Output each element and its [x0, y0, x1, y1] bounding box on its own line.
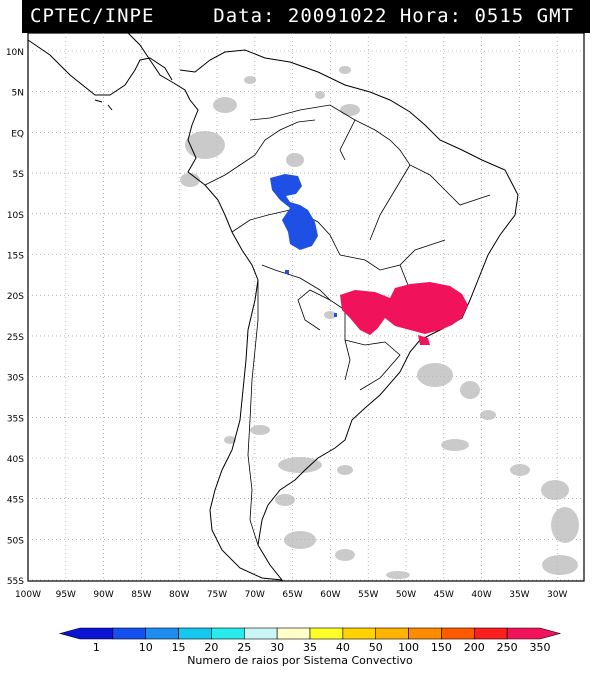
map-panel: 10N 5N EQ 5S 10S 15S 20S 25S 30S 35S 40S 45S 50S 55S …: [0, 32, 600, 603]
legend-swatch: [473, 627, 508, 640]
lat-tick-label: 25S: [7, 333, 24, 343]
legend-caption: Numero de raios por Sistema Convectivo: [187, 654, 413, 667]
lat-tick-label: 20S: [7, 292, 24, 302]
lat-tick-label: 30S: [7, 374, 24, 384]
legend-swatch: [506, 627, 562, 640]
legend-value-label: 10: [139, 641, 153, 654]
lon-tick-label: 75W: [207, 590, 227, 600]
legend-value-label: 150: [431, 641, 452, 654]
legend-swatch: [243, 627, 278, 640]
lon-tick-label: 35W: [509, 590, 529, 600]
lat-tick-label: EQ: [11, 129, 24, 139]
lat-tick-label: 35S: [7, 414, 24, 424]
lon-tick-label: 40W: [471, 590, 491, 600]
legend-swatch: [145, 627, 179, 640]
cloud-cover: [180, 66, 579, 579]
legend-swatch: [276, 627, 311, 640]
lon-tick-label: 70W: [245, 590, 265, 600]
legend-swatch: [408, 627, 442, 640]
legend-value-label: 20: [204, 641, 218, 654]
legend-swatch: [211, 627, 245, 640]
lat-tick-label: 15S: [7, 252, 24, 262]
lat-tick-label: 45S: [7, 496, 24, 506]
lon-tick-label: 90W: [93, 590, 113, 600]
lon-tick-label: 45W: [434, 590, 454, 600]
legend-swatch: [309, 627, 344, 640]
coastline: [27, 32, 519, 581]
lon-tick-label: 65W: [282, 590, 302, 600]
longitude-labels: 100W 95W 90W 85W 80W 75W 70W 65W 60W 55W 50W 45W 40W…: [15, 590, 568, 600]
lat-tick-label: 5N: [12, 89, 24, 99]
lon-tick-label: 50W: [396, 590, 416, 600]
title-bar: CPTEC/INPE Data: 20091022 Hora: 0515 GMT: [22, 0, 590, 33]
lon-tick-label: 30W: [547, 590, 567, 600]
lat-tick-label: 40S: [7, 455, 24, 465]
legend-colorbar: 1 10 15 20 25 30 35 40 50 100 150 200 250 350 Numero d…: [58, 627, 562, 667]
lat-tick-label: 50S: [7, 536, 24, 546]
legend-value-label: 1: [93, 641, 100, 654]
lon-tick-label: 95W: [56, 590, 76, 600]
lon-tick-label: 100W: [15, 590, 41, 600]
plot-frame: [27, 32, 585, 582]
legend-value-label: 250: [497, 641, 518, 654]
legend-swatch: [375, 627, 409, 640]
lon-tick-label: 60W: [320, 590, 340, 600]
legend-value-label: 40: [336, 641, 350, 654]
agency-label: CPTEC/INPE: [30, 5, 155, 27]
map-canvas: 10N5NEQ5S10S15S20S25S30S35S40S45S50S55S …: [6, 32, 585, 600]
latitude-labels: 10N 5N EQ 5S 10S 15S 20S 25S 30S 35S 40S 45S 50S 55S: [6, 48, 24, 587]
lon-tick-label: 85W: [131, 590, 151, 600]
lon-tick-label: 55W: [358, 590, 378, 600]
legend-value-label: 15: [172, 641, 186, 654]
convective-system-blue: [270, 174, 337, 317]
lat-tick-label: 5S: [13, 170, 25, 180]
lat-tick-label: 10N: [6, 48, 24, 58]
legend-swatch: [441, 627, 475, 640]
legend-swatch: [178, 627, 212, 640]
legend-swatch: [58, 627, 114, 640]
legend-value-label: 25: [237, 641, 251, 654]
legend-value-label: 100: [398, 641, 419, 654]
legend: 1 10 15 20 25 30 35 40 50 100 150 200 250 350 Numero d…: [0, 622, 600, 670]
lat-tick-label: 10S: [7, 211, 24, 221]
legend-value-label: 350: [530, 641, 551, 654]
legend-value-label: 50: [369, 641, 383, 654]
legend-swatch: [112, 627, 147, 640]
legend-value-label: 35: [303, 641, 317, 654]
legend-swatch: [342, 627, 377, 640]
datetime-label: Data: 20091022 Hora: 0515 GMT: [213, 5, 574, 27]
lat-tick-label: 55S: [7, 577, 24, 587]
legend-value-label: 30: [270, 641, 284, 654]
legend-value-label: 200: [464, 641, 485, 654]
country-borders: [204, 104, 491, 546]
convective-system-magenta: [340, 282, 468, 345]
lon-tick-label: 80W: [169, 590, 189, 600]
